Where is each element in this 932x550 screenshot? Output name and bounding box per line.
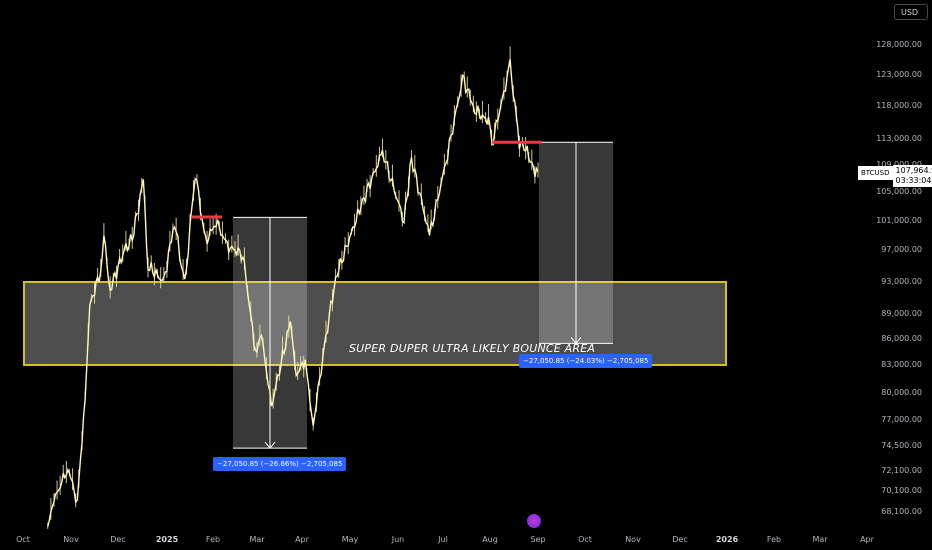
last-price-value: 107,964.97 — [895, 166, 932, 175]
time-tick-label: Mar — [249, 535, 265, 544]
price-tick-label: 68,100.00 — [881, 507, 922, 516]
price-tick-label: 83,000.00 — [881, 360, 922, 369]
price-tick-label: 105,000.00 — [876, 187, 922, 196]
price-tick-label: 80,000.00 — [881, 388, 922, 397]
time-tick-label: Oct — [578, 535, 592, 544]
time-tick-label: Mar — [812, 535, 828, 544]
time-tick-label: Feb — [766, 535, 782, 544]
countdown-value: 03:33:04 — [895, 176, 932, 185]
time-tick-label: Nov — [63, 535, 79, 544]
price-tick-label: 109,000.00 — [862, 160, 922, 169]
time-tick-label: Jun — [391, 535, 405, 544]
time-tick-label: Nov — [625, 535, 641, 544]
currency-button[interactable]: USD — [894, 4, 928, 20]
price-tick-label: 123,000.00 — [876, 70, 922, 79]
last-price-tag: BTCUSD 107,964.97 03:33:04 — [858, 165, 932, 187]
price-tick-label: 128,000.00 — [876, 40, 922, 49]
time-tick-label: 2026 — [715, 535, 739, 544]
time-tick-label: Jul — [438, 535, 448, 544]
measure-2-label: −27,050.85 (−24.03%) −2,705,085 — [519, 354, 653, 368]
price-tick-label: 77,000.00 — [881, 415, 922, 424]
price-tick-label: 86,000.00 — [881, 334, 922, 343]
price-tick-label: 74,500.00 — [881, 441, 922, 450]
price-tick-label: 97,000.00 — [881, 245, 922, 254]
symbol-label: BTCUSD — [858, 166, 893, 180]
measure-1-arrowhead — [264, 441, 276, 449]
price-tick-label: 118,000.00 — [876, 101, 922, 110]
logo-icon[interactable] — [527, 514, 541, 528]
time-tick-label: Sep — [530, 535, 546, 544]
price-series — [47, 59, 539, 527]
last-price-box: 107,964.97 03:33:04 — [892, 165, 932, 187]
price-tick-label: 72,100.00 — [881, 466, 922, 475]
time-tick-label: Oct — [16, 535, 30, 544]
price-tick-label: 70,100.00 — [881, 486, 922, 495]
measure-1-label: −27,050.85 (−26.66%) −2,705,085 — [213, 457, 347, 471]
time-tick-label: Apr — [860, 535, 874, 544]
time-tick-label: Apr — [295, 535, 309, 544]
time-tick-label: May — [341, 535, 359, 544]
measure-2-arrowhead — [570, 337, 582, 345]
time-tick-label: Feb — [205, 535, 221, 544]
time-tick-label: 2025 — [155, 535, 179, 544]
price-tick-label: 93,000.00 — [881, 277, 922, 286]
bounce-zone — [23, 281, 727, 366]
bounce-zone-label: SUPER DUPER ULTRA LIKELY BOUNCE AREA — [349, 342, 596, 355]
time-tick-label: Aug — [482, 535, 498, 544]
price-tick-label: 113,000.00 — [876, 134, 922, 143]
time-tick-label: Dec — [110, 535, 126, 544]
price-tick-label: 89,000.00 — [881, 309, 922, 318]
time-tick-label: Dec — [672, 535, 688, 544]
price-tick-label: 101,000.00 — [876, 216, 922, 225]
